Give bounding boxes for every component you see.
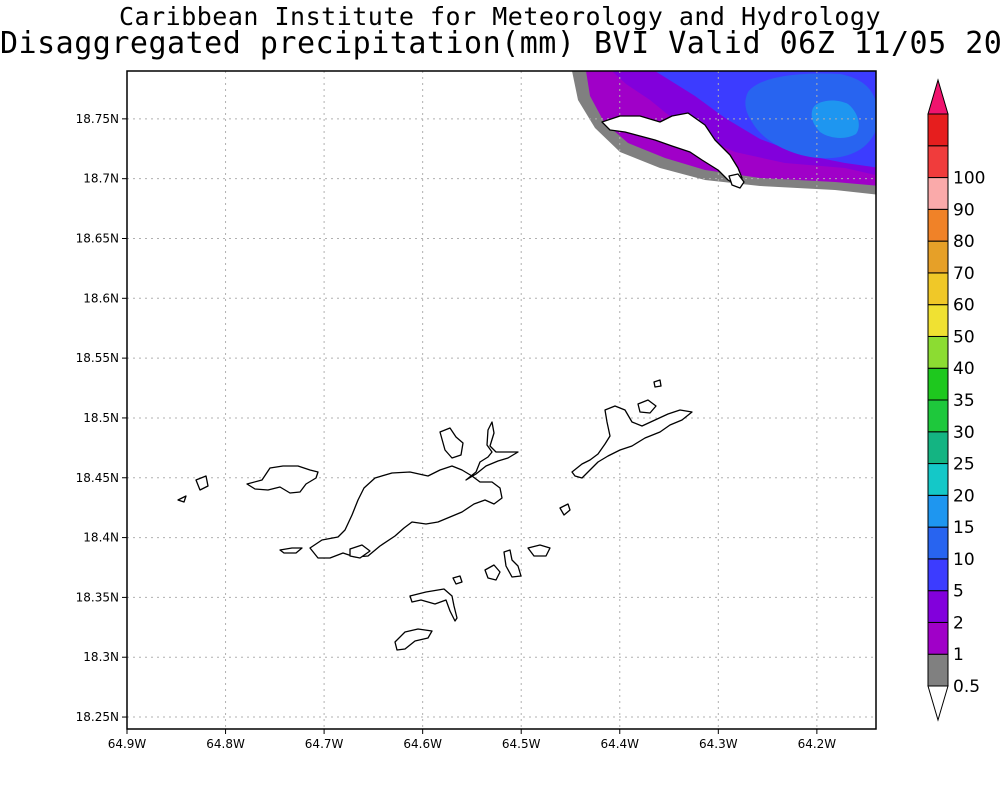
lon-tick-label: 64.6W — [403, 737, 442, 751]
colorbar-band — [927, 304, 949, 337]
lon-tick-label: 64.8W — [206, 737, 245, 751]
colorbar-band — [927, 590, 949, 623]
colorbar-label: 35 — [953, 391, 975, 411]
island-dead-chest — [452, 575, 463, 585]
lat-tick-label: 18.5N — [83, 411, 119, 425]
island-eustatia — [637, 399, 657, 414]
lat-tick-label: 18.65N — [76, 231, 119, 245]
colorbar-band — [927, 177, 949, 210]
colorbar-label: 5 — [953, 582, 964, 602]
island-fallen-jerusalem — [559, 503, 571, 516]
colorbar-band — [927, 526, 949, 560]
lon-tick-label: 64.4W — [600, 737, 639, 751]
island-cooper — [484, 564, 501, 581]
island-tortola — [309, 465, 503, 559]
lat-tick-label: 18.55N — [76, 351, 119, 365]
map-frame — [126, 70, 877, 730]
island-great-camanoe — [465, 421, 519, 481]
island-sandy-cay — [195, 475, 209, 491]
colorbar-label: 60 — [953, 296, 975, 316]
lon-tick-label: 64.9W — [108, 737, 147, 751]
island-guana — [439, 427, 464, 459]
colorbar-label: 30 — [953, 423, 975, 443]
lat-tick-label: 18.6N — [83, 291, 119, 305]
colorbar-band — [927, 335, 949, 369]
island-salt — [503, 549, 522, 578]
colorbar-label: 15 — [953, 518, 975, 538]
colorbar-label: 20 — [953, 486, 975, 506]
lat-tick-label: 18.7N — [83, 172, 119, 186]
colorbar-band — [927, 431, 949, 465]
colorbar-label: 10 — [953, 550, 975, 570]
island-ginger — [527, 544, 551, 557]
lon-tick-label: 64.2W — [798, 737, 837, 751]
lat-tick-label: 18.4N — [83, 531, 119, 545]
colorbar-band — [927, 494, 949, 528]
island-jost-van-dyke — [246, 465, 319, 494]
colorbar-label: 1 — [953, 645, 964, 665]
colorbar-bottom-triangle — [927, 685, 949, 722]
lat-tick-label: 18.75N — [76, 112, 119, 126]
map-grid — [127, 71, 876, 729]
lon-tick-label: 64.5W — [502, 737, 541, 751]
lat-tick-label: 18.3N — [83, 650, 119, 664]
precipitation-field — [572, 71, 876, 195]
colorbar-label: 25 — [953, 455, 975, 475]
colorbar-label: 0.5 — [953, 677, 980, 697]
colorbar-band — [927, 399, 949, 433]
colorbar-label: 90 — [953, 200, 975, 220]
colorbar-band — [927, 463, 949, 496]
colorbar-band — [927, 145, 949, 179]
island-virgin-gorda — [571, 405, 693, 479]
island-little-thatch — [279, 547, 303, 554]
colorbar-band — [927, 367, 949, 401]
colorbar-band — [927, 113, 949, 147]
island-norman — [394, 628, 433, 651]
island-beef — [349, 544, 371, 559]
colorbar-label: 2 — [953, 613, 964, 633]
island-anegada — [728, 173, 745, 189]
colorbar-label: 80 — [953, 232, 975, 252]
colorbar-top-triangle — [927, 78, 949, 115]
colorbar-band — [927, 653, 949, 687]
map-subtitle: Disaggregated precipitation(mm) BVI Vali… — [0, 26, 1000, 61]
latitude-axis: 18.25N 18.3N 18.35N 18.4N 18.45N 18.5N 18.55N 1… — [76, 112, 127, 724]
colorbar-band — [927, 208, 949, 242]
longitude-axis: 64.9W 64.8W 64.7W 64.6W 64.5W 64.4W 64.3W 64.2W — [108, 729, 837, 751]
islands — [177, 112, 745, 651]
lat-tick-label: 18.25N — [76, 710, 119, 724]
colorbar-label: 100 — [953, 169, 985, 189]
colorbar-band — [927, 240, 949, 274]
island-necker — [653, 379, 662, 388]
colorbar-band — [927, 621, 949, 655]
island-peter — [409, 588, 458, 622]
lat-tick-label: 18.45N — [76, 471, 119, 485]
colorbar-label: 50 — [953, 327, 975, 347]
colorbar-band — [927, 558, 949, 592]
colorbar-label: 70 — [953, 264, 975, 284]
lon-tick-label: 64.7W — [305, 737, 344, 751]
colorbar-band — [927, 272, 949, 306]
map-title: Caribbean Institute for Meteorology and … — [118, 2, 881, 31]
colorbar-label: 40 — [953, 359, 975, 379]
island-great-tobago — [177, 495, 187, 503]
lat-tick-label: 18.35N — [76, 590, 119, 604]
lon-tick-label: 64.3W — [699, 737, 738, 751]
